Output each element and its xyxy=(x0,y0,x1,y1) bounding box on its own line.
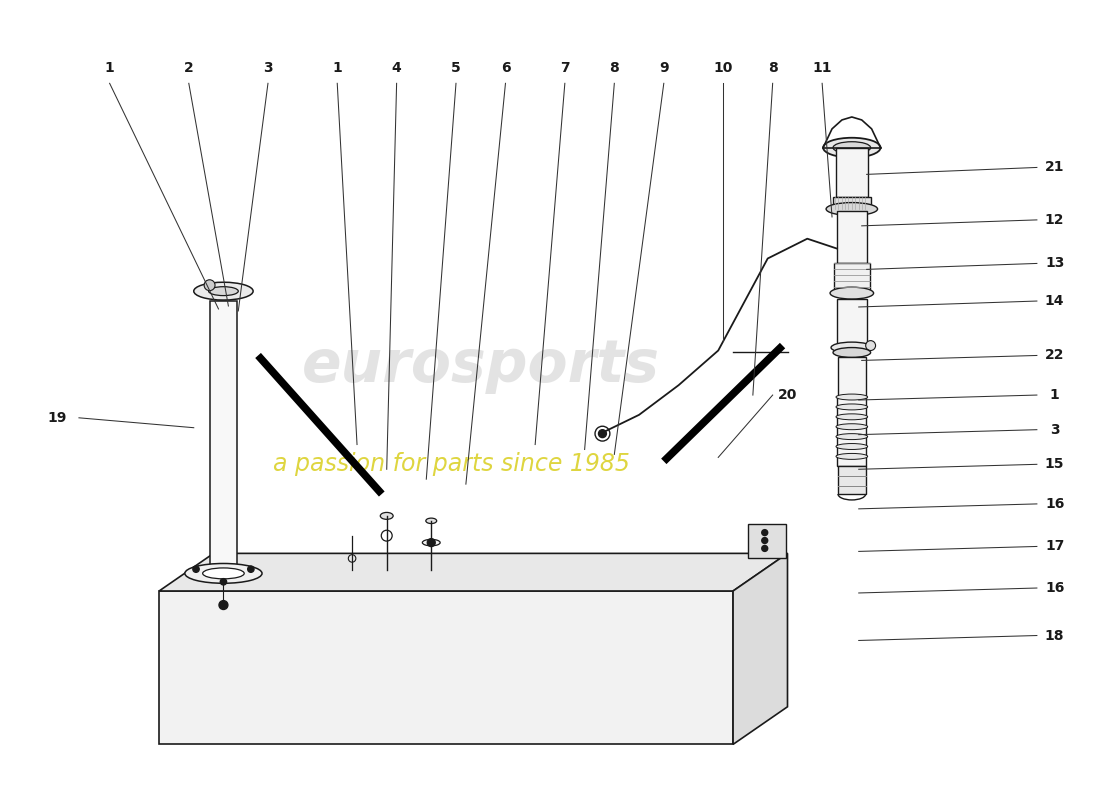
Text: 21: 21 xyxy=(1045,161,1065,174)
Circle shape xyxy=(205,280,214,290)
Text: 6: 6 xyxy=(500,62,510,75)
Ellipse shape xyxy=(422,539,440,546)
Bar xyxy=(834,263,870,293)
Ellipse shape xyxy=(836,394,868,400)
Circle shape xyxy=(866,341,876,350)
Circle shape xyxy=(248,566,254,572)
Text: 13: 13 xyxy=(1045,257,1065,270)
Bar xyxy=(838,466,866,494)
Ellipse shape xyxy=(426,518,437,523)
Text: 2: 2 xyxy=(184,62,194,75)
Circle shape xyxy=(762,530,768,535)
Circle shape xyxy=(220,578,227,585)
Ellipse shape xyxy=(836,404,868,410)
Polygon shape xyxy=(160,554,788,591)
Bar xyxy=(210,301,238,572)
Bar xyxy=(837,299,867,347)
Circle shape xyxy=(762,546,768,551)
Ellipse shape xyxy=(836,434,868,439)
Text: 8: 8 xyxy=(609,62,619,75)
Ellipse shape xyxy=(836,443,868,450)
Text: 9: 9 xyxy=(659,62,669,75)
Text: 19: 19 xyxy=(47,411,67,425)
Circle shape xyxy=(762,538,768,543)
Text: 18: 18 xyxy=(1045,629,1065,642)
Ellipse shape xyxy=(381,513,393,519)
Ellipse shape xyxy=(202,568,244,579)
Text: 3: 3 xyxy=(263,62,273,75)
Bar xyxy=(837,397,866,466)
Ellipse shape xyxy=(194,282,253,300)
Text: a passion for parts since 1985: a passion for parts since 1985 xyxy=(273,452,629,476)
Text: 4: 4 xyxy=(392,62,402,75)
Bar xyxy=(838,358,866,397)
Text: 3: 3 xyxy=(1049,422,1059,437)
Text: 16: 16 xyxy=(1045,581,1065,595)
Ellipse shape xyxy=(836,424,868,430)
Text: 14: 14 xyxy=(1045,294,1065,308)
Circle shape xyxy=(219,601,228,610)
Text: 17: 17 xyxy=(1045,539,1065,554)
Ellipse shape xyxy=(823,138,880,158)
Polygon shape xyxy=(733,554,788,744)
Circle shape xyxy=(598,430,606,438)
Text: 12: 12 xyxy=(1045,213,1065,227)
Ellipse shape xyxy=(830,287,873,299)
Ellipse shape xyxy=(826,202,878,215)
Circle shape xyxy=(427,538,436,546)
Ellipse shape xyxy=(836,414,868,420)
Text: eurosports: eurosports xyxy=(301,337,660,394)
Text: 20: 20 xyxy=(778,388,798,402)
Text: 7: 7 xyxy=(560,62,570,75)
Ellipse shape xyxy=(833,347,870,358)
Text: 1: 1 xyxy=(332,62,342,75)
Ellipse shape xyxy=(836,454,868,459)
Circle shape xyxy=(595,426,609,441)
Text: 10: 10 xyxy=(714,62,733,75)
Circle shape xyxy=(192,566,199,572)
Text: 1: 1 xyxy=(104,62,114,75)
Ellipse shape xyxy=(185,563,262,583)
Polygon shape xyxy=(160,591,733,744)
Bar xyxy=(748,524,785,558)
Ellipse shape xyxy=(209,286,239,295)
Text: 5: 5 xyxy=(451,62,461,75)
Text: 8: 8 xyxy=(768,62,778,75)
Ellipse shape xyxy=(830,342,872,353)
Text: 1: 1 xyxy=(1049,388,1059,402)
Text: 16: 16 xyxy=(1045,497,1065,511)
Text: 22: 22 xyxy=(1045,349,1065,362)
Text: 11: 11 xyxy=(813,62,832,75)
Text: 15: 15 xyxy=(1045,458,1065,471)
Bar xyxy=(833,197,870,209)
Bar xyxy=(836,148,868,197)
Bar xyxy=(837,211,867,263)
Ellipse shape xyxy=(833,142,870,154)
